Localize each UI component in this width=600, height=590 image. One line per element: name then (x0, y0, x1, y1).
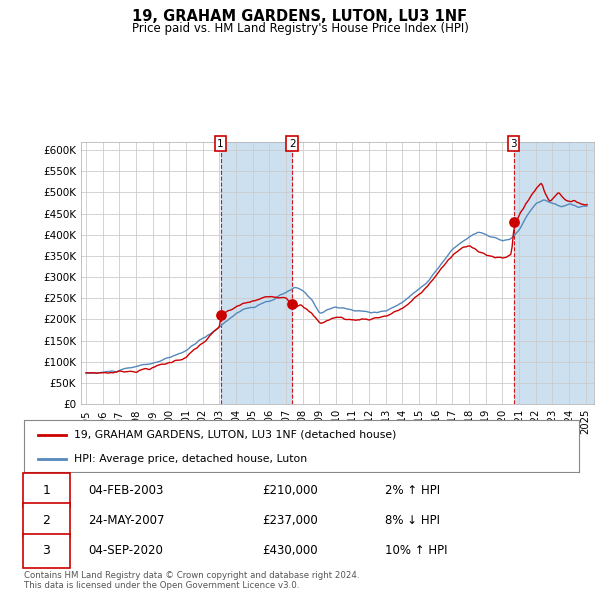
Point (509, 217, 518, 227)
Text: £430,000: £430,000 (263, 544, 318, 557)
Text: 04-SEP-2020: 04-SEP-2020 (88, 544, 163, 557)
FancyBboxPatch shape (23, 473, 70, 507)
Text: Price paid vs. HM Land Registry's House Price Index (HPI): Price paid vs. HM Land Registry's House … (131, 22, 469, 35)
Bar (221, 142, 292, 404)
Bar (514, 142, 594, 404)
Text: Contains HM Land Registry data © Crown copyright and database right 2024.
This d: Contains HM Land Registry data © Crown c… (24, 571, 359, 590)
Text: 24-MAY-2007: 24-MAY-2007 (88, 514, 164, 527)
Text: £210,000: £210,000 (263, 484, 319, 497)
Text: 2: 2 (42, 514, 50, 527)
Text: 1: 1 (42, 484, 50, 497)
Text: 2: 2 (289, 139, 296, 149)
Text: 19, GRAHAM GARDENS, LUTON, LU3 1NF (detached house): 19, GRAHAM GARDENS, LUTON, LU3 1NF (deta… (74, 430, 397, 440)
Text: £237,000: £237,000 (263, 514, 319, 527)
Text: 3: 3 (510, 139, 517, 149)
Point (216, 310, 226, 320)
FancyBboxPatch shape (23, 503, 70, 537)
Text: 10% ↑ HPI: 10% ↑ HPI (385, 544, 447, 557)
Text: 19, GRAHAM GARDENS, LUTON, LU3 1NF: 19, GRAHAM GARDENS, LUTON, LU3 1NF (133, 9, 467, 24)
Text: 2% ↑ HPI: 2% ↑ HPI (385, 484, 440, 497)
Text: 8% ↓ HPI: 8% ↓ HPI (385, 514, 440, 527)
Text: 3: 3 (42, 544, 50, 557)
Text: 04-FEB-2003: 04-FEB-2003 (88, 484, 163, 497)
Point (287, 299, 297, 309)
Text: 1: 1 (217, 139, 224, 149)
Text: HPI: Average price, detached house, Luton: HPI: Average price, detached house, Luto… (74, 454, 307, 464)
FancyBboxPatch shape (23, 533, 70, 568)
